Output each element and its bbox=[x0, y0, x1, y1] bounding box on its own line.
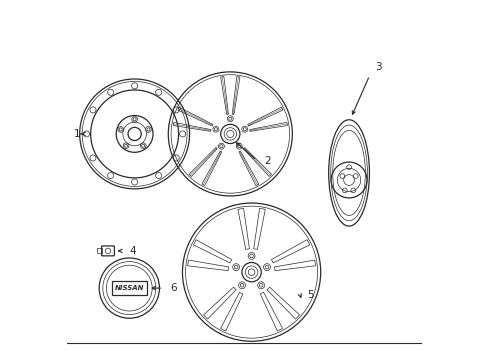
Bar bbox=[97, 248, 102, 253]
Text: 6: 6 bbox=[170, 283, 176, 293]
Text: 1: 1 bbox=[74, 129, 81, 139]
Bar bbox=[111, 282, 147, 295]
Text: 5: 5 bbox=[306, 290, 313, 300]
Text: 3: 3 bbox=[374, 62, 381, 72]
Text: 2: 2 bbox=[264, 156, 271, 166]
Text: NISSAN: NISSAN bbox=[114, 285, 144, 291]
Text: 4: 4 bbox=[129, 246, 136, 256]
